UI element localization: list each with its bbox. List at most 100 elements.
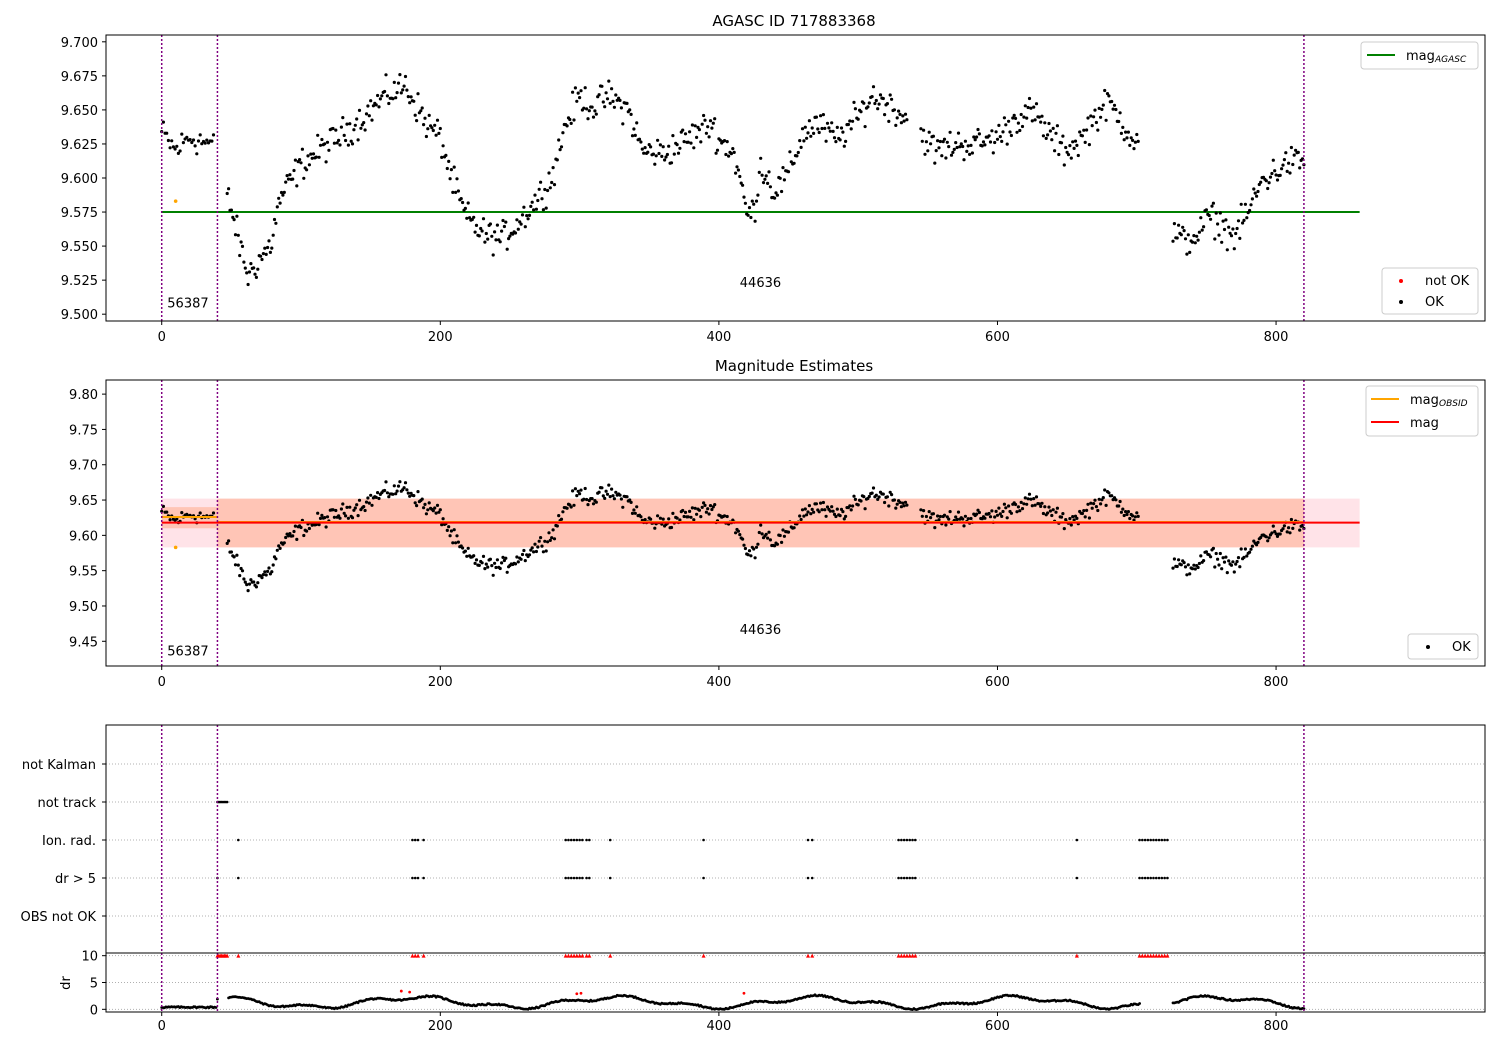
- data-point: [902, 504, 906, 508]
- data-point: [1064, 145, 1068, 150]
- data-point: [1089, 114, 1093, 118]
- data-point: [883, 500, 887, 505]
- data-point: [1016, 505, 1021, 509]
- data-point: [500, 229, 504, 233]
- data-point: [317, 523, 321, 527]
- data-point: [809, 512, 813, 516]
- data-point: [501, 555, 505, 560]
- flag-point: [581, 876, 584, 880]
- data-point: [1243, 202, 1247, 206]
- panel-agasc-legend-points: not OK OK: [1381, 267, 1479, 315]
- data-point: [944, 156, 948, 160]
- data-point: [990, 129, 994, 133]
- data-point: [663, 158, 667, 162]
- data-point: [823, 508, 827, 512]
- data-point: [1242, 555, 1246, 560]
- data-point: [403, 74, 408, 79]
- data-point: [741, 183, 745, 187]
- data-point: [445, 528, 449, 533]
- data-point: [1105, 92, 1110, 96]
- data-point: [1054, 131, 1058, 135]
- panel-magnitude-title: Magnitude Estimates: [715, 357, 873, 375]
- data-point: [611, 99, 615, 103]
- data-point: [995, 513, 1000, 517]
- flag-point: [585, 876, 588, 880]
- data-point: [853, 107, 858, 111]
- data-point: [267, 566, 271, 570]
- data-point: [555, 524, 559, 528]
- data-point: [392, 484, 396, 488]
- data-point: [1172, 557, 1176, 561]
- data-point: [1179, 233, 1183, 237]
- data-point: [378, 97, 382, 101]
- data-point: [639, 140, 643, 144]
- data-point: [1080, 134, 1084, 138]
- data-point: [1294, 148, 1298, 152]
- data-point: [266, 569, 270, 574]
- data-point: [1004, 123, 1008, 127]
- data-point: [714, 151, 718, 155]
- data-point: [331, 126, 335, 131]
- data-point: [1132, 147, 1136, 151]
- data-point: [844, 139, 848, 143]
- data-point: [399, 91, 403, 95]
- flag-point: [905, 876, 909, 880]
- data-point: [752, 547, 756, 551]
- data-point: [607, 483, 611, 487]
- data-point: [734, 531, 738, 535]
- data-point: [1119, 510, 1123, 514]
- data-point: [1264, 179, 1268, 183]
- data-point: [195, 152, 199, 156]
- data-point: [427, 501, 431, 505]
- data-point: [412, 99, 416, 103]
- data-point: [894, 123, 898, 127]
- flag-point: [569, 876, 573, 880]
- data-point: [757, 170, 761, 174]
- data-point: [345, 505, 349, 509]
- data-point: [852, 494, 856, 498]
- data-point: [693, 124, 697, 128]
- data-point: [523, 225, 527, 229]
- data-point: [395, 91, 399, 95]
- data-point: [422, 506, 426, 510]
- data-point: [1068, 517, 1072, 521]
- data-point: [1014, 502, 1018, 507]
- data-point: [619, 497, 624, 501]
- flag-point: [1160, 876, 1164, 880]
- data-point: [975, 135, 979, 139]
- data-point: [398, 73, 402, 77]
- data-point: [175, 517, 179, 521]
- data-point: [637, 137, 642, 141]
- data-point: [352, 128, 356, 132]
- panel-magnitude-legend-points: OK: [1407, 633, 1479, 660]
- data-point: [1007, 119, 1011, 123]
- dr-capped-marker: [907, 953, 912, 958]
- data-point: [859, 499, 863, 503]
- data-point: [600, 84, 604, 88]
- flag-point: [1143, 876, 1147, 880]
- data-point: [178, 149, 182, 153]
- data-point: [449, 168, 453, 172]
- data-point: [260, 576, 264, 580]
- data-point: [832, 136, 837, 140]
- flag-point: [1163, 838, 1166, 842]
- data-point: [814, 115, 819, 119]
- data-point: [278, 546, 282, 551]
- data-point: [688, 509, 692, 513]
- data-point: [173, 147, 177, 151]
- data-point: [507, 237, 511, 241]
- data-point: [795, 154, 799, 158]
- data-point: [575, 99, 579, 103]
- data-point: [1188, 250, 1192, 254]
- data-point: [227, 539, 231, 543]
- data-point: [1292, 153, 1296, 157]
- panel-agasc-legend-line: mag AGASC: [1360, 41, 1479, 70]
- data-point: [969, 516, 973, 521]
- data-point: [468, 216, 472, 220]
- data-point: [877, 102, 881, 106]
- panel-magnitude-points: [160, 480, 1306, 593]
- data-point: [1217, 563, 1221, 567]
- data-point: [426, 127, 430, 131]
- data-point: [831, 509, 835, 513]
- data-point: [1064, 518, 1068, 522]
